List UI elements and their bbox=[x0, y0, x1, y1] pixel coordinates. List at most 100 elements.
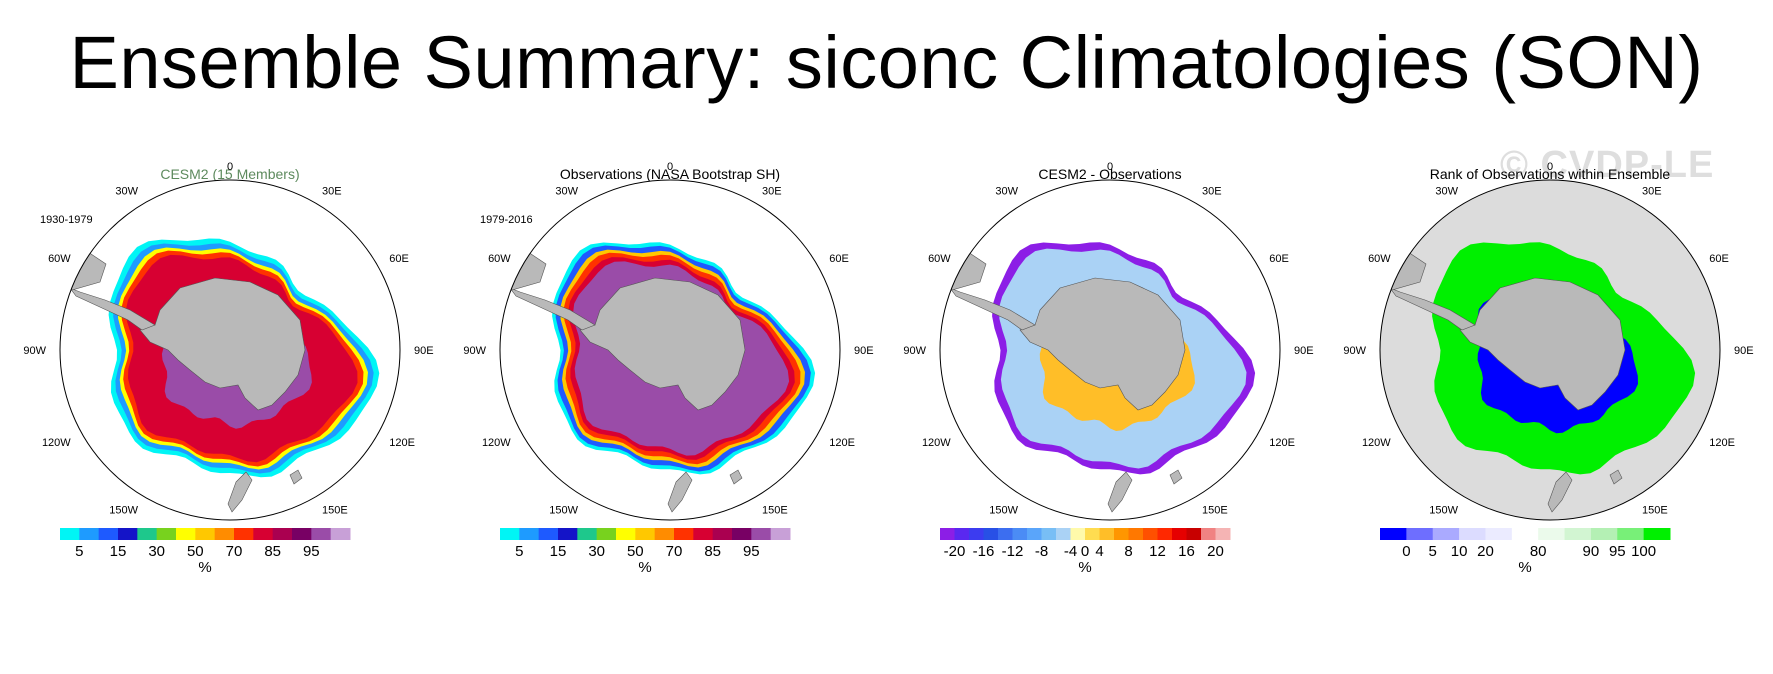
lon-label-east: 30E bbox=[322, 186, 342, 198]
colorbar-tick-label: 95 bbox=[303, 543, 320, 560]
colorbar-swatch bbox=[998, 528, 1013, 540]
lon-label-west: 120W bbox=[42, 437, 71, 449]
map-border bbox=[59, 179, 401, 521]
page-title: Ensemble Summary: siconc Climatologies (… bbox=[69, 21, 1704, 104]
colorbar-swatch bbox=[1143, 528, 1158, 540]
colorbar-swatch bbox=[558, 528, 578, 540]
colorbar-swatch bbox=[1099, 528, 1115, 540]
colorbar-swatch bbox=[500, 528, 520, 540]
lon-label-east: 120E bbox=[389, 437, 415, 449]
colorbar-swatch bbox=[969, 528, 984, 540]
lon-label-east: 30E bbox=[1642, 186, 1662, 198]
colorbar-unit: % bbox=[1518, 559, 1531, 576]
colorbar-tick-label: 95 bbox=[743, 543, 760, 560]
colorbar-unit: % bbox=[198, 559, 211, 576]
map-border bbox=[499, 179, 841, 521]
lon-label-west: 150W bbox=[109, 504, 138, 516]
colorbar-tick-label: 4 bbox=[1095, 543, 1103, 560]
colorbar-tick-label: 20 bbox=[1477, 543, 1494, 560]
antarctica-landmass bbox=[579, 277, 746, 411]
antarctica-landmass bbox=[1459, 277, 1626, 411]
colorbar-swatch bbox=[1128, 528, 1144, 540]
lon-label-west: 30W bbox=[1435, 186, 1458, 198]
colorbar-tick-label: -16 bbox=[973, 543, 995, 560]
colorbar-swatch bbox=[1085, 528, 1100, 540]
antarctic-peninsula bbox=[949, 287, 1036, 331]
colorbar-swatch bbox=[770, 528, 791, 540]
colorbar-tick-label: 95 bbox=[1609, 543, 1626, 560]
colorbar-tick-label: 10 bbox=[1451, 543, 1468, 560]
lon-label-0: 0 bbox=[227, 161, 233, 173]
polar-map: 018030E60E90E120E150E30W60W90W120W150W51… bbox=[463, 161, 873, 576]
colorbar-tick-label: 12 bbox=[1149, 543, 1166, 560]
lon-label-east: 60E bbox=[1269, 253, 1289, 265]
lon-label-west: 150W bbox=[989, 504, 1018, 516]
colorbar-tick-label: 5 bbox=[515, 543, 523, 560]
colorbar-swatch bbox=[693, 528, 714, 540]
colorbar-swatch bbox=[1432, 528, 1460, 540]
colorbar-swatch bbox=[1406, 528, 1434, 540]
lon-label-east: 150E bbox=[322, 504, 348, 516]
colorbar-tick-label: 8 bbox=[1124, 543, 1132, 560]
panel-title: Observations (NASA Bootstrap SH) bbox=[559, 166, 781, 182]
panel-title: Rank of Observations within Ensemble bbox=[1429, 166, 1671, 182]
panel-title: CESM2 - Observations bbox=[1038, 166, 1182, 182]
colorbar-swatch bbox=[1186, 528, 1202, 540]
lon-label-east: 90E bbox=[414, 345, 434, 357]
panel-cesm2-climatology: CESM2 (15 Members) 1930-1979 018030E60E9… bbox=[10, 160, 450, 660]
colorbar-swatch bbox=[98, 528, 119, 540]
lon-label-west: 150W bbox=[1429, 504, 1458, 516]
lon-label-west: 150W bbox=[549, 504, 578, 516]
panel-title: CESM2 (15 Members) bbox=[160, 166, 300, 182]
colorbar-swatch bbox=[732, 528, 752, 540]
antarctic-peninsula bbox=[1389, 287, 1476, 331]
colorbar-swatch bbox=[1172, 528, 1187, 540]
colorbar-swatch bbox=[118, 528, 138, 540]
colorbar-swatch bbox=[654, 528, 675, 540]
colorbar-swatch bbox=[330, 528, 351, 540]
colorbar-tick-label: 30 bbox=[588, 543, 605, 560]
new-zealand-landmass bbox=[227, 471, 253, 513]
watermark: © CVDP-LE bbox=[1500, 144, 1715, 186]
colorbar-tick-label: 15 bbox=[550, 543, 567, 560]
lon-label-east: 150E bbox=[1642, 504, 1668, 516]
lon-label-west: 60W bbox=[488, 253, 511, 265]
period-label: 1979-2016 bbox=[480, 214, 533, 226]
map-border bbox=[939, 179, 1281, 521]
lon-label-west: 30W bbox=[115, 186, 138, 198]
colorbar-swatch bbox=[1157, 528, 1173, 540]
lon-label-west: 90W bbox=[903, 345, 926, 357]
colorbar-swatch bbox=[195, 528, 216, 540]
tasmania-landmass bbox=[289, 469, 303, 485]
colorbar-swatch bbox=[1027, 528, 1042, 540]
lon-label-0: 0 bbox=[1547, 161, 1553, 173]
lon-label-west: 30W bbox=[995, 186, 1018, 198]
colorbar-swatch bbox=[60, 528, 80, 540]
colorbar-tick-label: -12 bbox=[1002, 543, 1024, 560]
lon-label-east: 60E bbox=[829, 253, 849, 265]
polar-map: 018030E60E90E120E150E30W60W90W120W150W51… bbox=[23, 161, 434, 576]
new-zealand-landmass bbox=[1547, 471, 1573, 513]
lon-label-east: 120E bbox=[1709, 437, 1735, 449]
colorbar-swatch bbox=[635, 528, 656, 540]
colorbar-swatch bbox=[1459, 528, 1486, 540]
period-label: 1930-1979 bbox=[40, 214, 93, 226]
colorbar-swatch bbox=[1380, 528, 1407, 540]
colorbar-tick-label: 85 bbox=[704, 543, 721, 560]
colorbar-tick-label: 50 bbox=[187, 543, 204, 560]
lon-label-east: 60E bbox=[389, 253, 409, 265]
panel-rank: Rank of Observations within Ensemble 018… bbox=[1330, 160, 1770, 660]
new-zealand-landmass bbox=[667, 471, 693, 513]
colorbar-tick-label: 5 bbox=[75, 543, 83, 560]
colorbar-swatch bbox=[940, 528, 955, 540]
colorbar-swatch bbox=[577, 528, 598, 540]
tasmania-landmass bbox=[729, 469, 743, 485]
colorbar-tick-label: 100 bbox=[1631, 543, 1656, 560]
colorbar-swatch bbox=[1012, 528, 1028, 540]
lon-label-west: 60W bbox=[928, 253, 951, 265]
colorbar-swatch bbox=[519, 528, 540, 540]
colorbar-swatch bbox=[954, 528, 970, 540]
colorbar-swatch bbox=[156, 528, 177, 540]
lon-label-0: 0 bbox=[667, 161, 673, 173]
colorbar-swatch bbox=[253, 528, 274, 540]
